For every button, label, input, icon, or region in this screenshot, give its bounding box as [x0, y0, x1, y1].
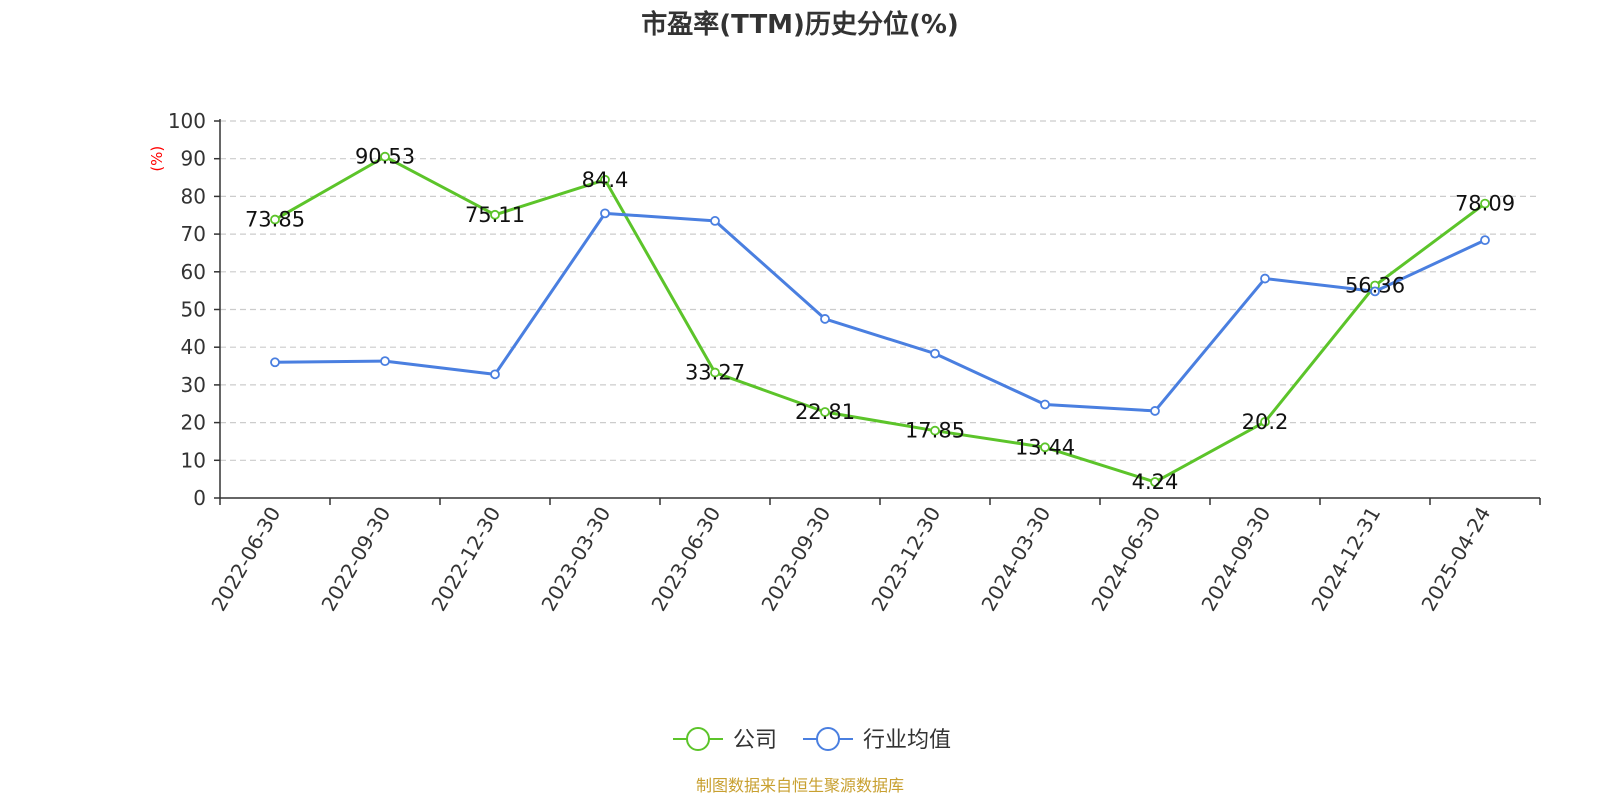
data-label: 17.85	[905, 419, 965, 443]
x-tick-label: 2022-09-30	[316, 503, 395, 616]
data-point[interactable]	[1260, 273, 1270, 284]
data-point[interactable]	[1370, 286, 1380, 297]
x-tick-label: 2023-12-30	[866, 503, 945, 616]
data-point[interactable]	[270, 214, 280, 225]
x-tick-label: 2023-09-30	[756, 503, 835, 616]
data-point[interactable]	[1150, 406, 1160, 416]
legend-marker	[686, 727, 710, 751]
x-tick-label: 2024-06-30	[1086, 503, 1165, 616]
legend-marker	[816, 727, 840, 751]
x-tick-label: 2024-12-31	[1306, 503, 1385, 616]
data-point[interactable]	[820, 314, 830, 324]
series-line-0	[274, 155, 1486, 484]
y-tick-label: 40	[181, 335, 206, 359]
y-tick-label: 30	[181, 373, 206, 397]
data-label: 20.2	[1242, 410, 1289, 434]
y-tick-label: 60	[181, 260, 206, 284]
data-label: 33.27	[685, 361, 745, 385]
legend-label: 行业均值	[863, 728, 951, 753]
x-tick-label: 2022-06-30	[206, 503, 285, 616]
data-label: 90.53	[355, 145, 415, 169]
data-point[interactable]	[1260, 416, 1270, 427]
data-label: 22.81	[795, 400, 855, 424]
x-tick-label: 2023-03-30	[536, 503, 615, 616]
y-tick-label: 80	[181, 184, 206, 208]
data-point[interactable]	[600, 208, 610, 219]
data-point[interactable]	[1150, 477, 1160, 487]
y-tick-label: 0	[193, 486, 206, 510]
data-labels: 73.85 90.53 75.11 84.4 33.27 22.81 17.85 13.44 4…	[245, 145, 1515, 494]
y-tick-label: 20	[181, 411, 206, 435]
y-tick-label: 10	[181, 448, 206, 472]
data-point[interactable]	[270, 357, 280, 368]
data-label: 78.09	[1455, 192, 1515, 216]
y-tick-label: 50	[181, 298, 206, 322]
source-note: 制图数据来自恒生聚源数据库	[696, 776, 904, 795]
data-point[interactable]	[1480, 235, 1490, 246]
y-tick-label: 100	[168, 109, 206, 133]
data-point[interactable]	[1040, 399, 1050, 410]
x-tick-label: 2025-04-24	[1416, 503, 1495, 616]
data-point[interactable]	[930, 348, 940, 359]
data-point[interactable]	[490, 369, 500, 380]
data-point[interactable]	[1480, 198, 1490, 209]
legend-item-0[interactable]: 公司	[673, 727, 777, 753]
data-point[interactable]	[820, 407, 830, 417]
series-lines	[270, 151, 1490, 487]
data-label: 73.85	[245, 208, 305, 232]
data-point[interactable]	[930, 425, 940, 436]
data-point[interactable]	[380, 356, 390, 367]
data-label: 75.11	[465, 203, 525, 227]
data-point[interactable]	[1040, 442, 1050, 453]
legend-item-1[interactable]: 行业均值	[803, 727, 951, 753]
y-tick-label: 90	[181, 147, 206, 171]
x-tick-label: 2022-12-30	[426, 503, 505, 616]
data-point[interactable]	[710, 216, 720, 226]
y-axis-label: (%)	[148, 146, 166, 172]
data-label: 13.44	[1015, 435, 1075, 459]
y-tick-label: 70	[181, 222, 206, 246]
data-label: 4.24	[1132, 470, 1179, 494]
chart-title: 市盈率(TTM)历史分位(%)	[641, 9, 959, 40]
legend[interactable]: 公司 行业均值	[673, 727, 951, 753]
x-tick-label: 2024-03-30	[976, 503, 1055, 616]
x-tick-label: 2023-06-30	[646, 503, 725, 616]
data-point[interactable]	[490, 209, 500, 220]
data-point[interactable]	[710, 367, 720, 378]
data-point[interactable]	[600, 174, 610, 185]
legend-label: 公司	[733, 728, 777, 753]
x-tick-label: 2024-09-30	[1196, 503, 1275, 616]
grid-lines	[220, 120, 1540, 461]
series-line-1	[274, 211, 1486, 413]
data-label: 84.4	[582, 168, 629, 192]
data-label: 56.36	[1345, 274, 1405, 298]
data-point[interactable]	[380, 151, 390, 162]
